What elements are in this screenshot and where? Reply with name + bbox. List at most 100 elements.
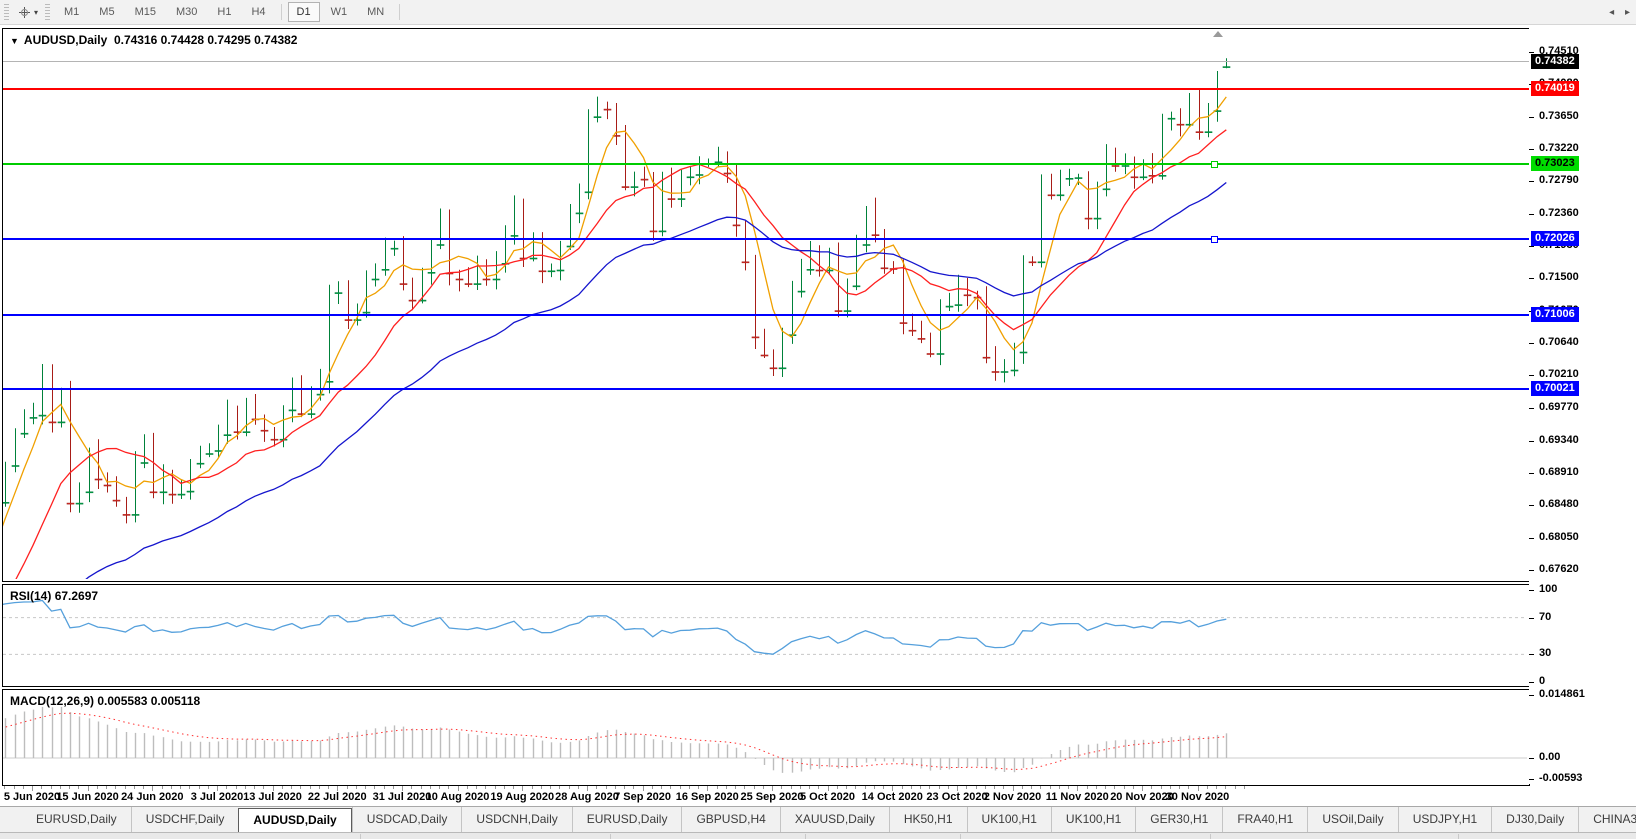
price-tick [1529, 569, 1534, 571]
date-tick [1124, 786, 1125, 789]
timeframe-button-MN[interactable]: MN [367, 6, 385, 18]
date-tick [522, 786, 523, 791]
date-tick [744, 786, 745, 789]
date-tick [855, 786, 856, 789]
price-label: 0.68050 [1539, 530, 1579, 543]
date-tick [208, 786, 209, 789]
chart-tab-USDCNH-Daily[interactable]: USDCNH,Daily [461, 807, 571, 832]
toolbar-separator [399, 4, 401, 20]
toolbar-separator [280, 4, 282, 20]
timeframe-button-M15[interactable]: M15 [134, 6, 156, 18]
timeframe-button-H1[interactable]: H1 [217, 6, 232, 18]
chart-tab-USOil-Daily[interactable]: USOil,Daily [1307, 807, 1397, 832]
chart-tab-EURUSD-Daily[interactable]: EURUSD,Daily [571, 807, 682, 832]
level-line-0.71006[interactable] [3, 314, 1529, 316]
chart-tab-AUDUSD-Daily[interactable]: AUDUSD,Daily [238, 808, 352, 832]
date-tick [23, 786, 24, 789]
toolbar-grip-2[interactable] [45, 4, 51, 20]
date-tick [291, 786, 292, 789]
chart-tab-UK100-H1[interactable]: UK100,H1 [1050, 807, 1135, 832]
chart-tab-GER30-H1[interactable]: GER30,H1 [1135, 807, 1222, 832]
price-tick [1529, 375, 1534, 377]
rsi-panel[interactable]: RSI(14) 67.2697 [2, 584, 1530, 687]
date-tick [652, 786, 653, 789]
chart-tab-USDCAD-Daily[interactable]: USDCAD,Daily [351, 807, 462, 832]
line-handle[interactable] [1211, 236, 1218, 243]
date-label: 11 Nov 2020 [1045, 791, 1109, 803]
chart-tab-UK100-H1[interactable]: UK100,H1 [966, 807, 1051, 832]
rsi-label: RSI(14) [10, 589, 52, 603]
date-tick [152, 786, 153, 791]
timeframe-button-D1[interactable]: D1 [287, 2, 320, 22]
date-tick [171, 786, 172, 789]
date-tick [199, 786, 200, 789]
date-label: 10 Aug 2020 [425, 791, 490, 803]
ma-line-1 [15, 129, 1227, 579]
cursor-tool-button[interactable]: ▾ [15, 4, 41, 21]
date-label: 3 Jul 2020 [190, 791, 244, 803]
level-line-0.74019[interactable] [3, 88, 1529, 90]
collapse-triangle-icon[interactable]: ▼ [10, 36, 19, 46]
status-separator [360, 834, 361, 839]
date-tick [948, 786, 949, 789]
price-badge-0.72026: 0.72026 [1531, 230, 1579, 246]
price-label: 0.69770 [1539, 401, 1579, 414]
price-label: 0.69340 [1539, 433, 1579, 446]
chart-tab-HK50-H1[interactable]: HK50,H1 [888, 807, 967, 832]
date-tick [439, 786, 440, 789]
date-tick [384, 786, 385, 789]
chart-tab-FRA40-H1[interactable]: FRA40,H1 [1222, 807, 1307, 832]
price-tick [1529, 213, 1534, 215]
date-tick [809, 786, 810, 789]
chart-tab-CHINA300-H1[interactable]: CHINA300,H1 [1578, 807, 1636, 832]
date-tick [828, 786, 829, 791]
line-handle[interactable] [1211, 161, 1218, 168]
date-label: 5 Jun 2020 [3, 791, 61, 803]
date-tick [735, 786, 736, 789]
timeframe-button-M30[interactable]: M30 [175, 6, 198, 18]
chart-tab-USDJPY-H1[interactable]: USDJPY,H1 [1397, 807, 1491, 832]
date-tick [707, 786, 708, 791]
chart-tab-GBPUSD-H4[interactable]: GBPUSD,H4 [681, 807, 779, 832]
price-label: 0.71500 [1539, 271, 1579, 284]
date-tick [374, 786, 375, 789]
macd-plot [3, 706, 1527, 773]
ohlc-values: 0.74316 0.74428 0.74295 0.74382 [113, 33, 298, 47]
rsi-axis-tick [1529, 654, 1534, 655]
timeframe-button-W1[interactable]: W1 [330, 6, 348, 18]
date-tick [106, 786, 107, 789]
date-tick [911, 786, 912, 789]
status-strip [0, 832, 1636, 839]
chart-tab-EURUSD-Daily[interactable]: EURUSD,Daily [36, 812, 117, 826]
tab-scroll-right-icon[interactable]: ▸ [1624, 7, 1630, 18]
chart-tab-USDCHF-Daily[interactable]: USDCHF,Daily [130, 807, 239, 832]
level-line-0.73023[interactable] [3, 163, 1529, 165]
price-axis[interactable]: 0.745100.740800.736500.732200.727900.723… [1529, 28, 1636, 784]
date-tick [356, 786, 357, 789]
rsi-axis-label: 0 [1539, 675, 1546, 687]
price-tick [1529, 440, 1534, 442]
rsi-value: 67.2697 [54, 589, 99, 603]
date-tick [689, 786, 690, 789]
chart-tab-DJ30-Daily[interactable]: DJ30,Daily [1491, 807, 1578, 832]
macd-signal-line [3, 712, 1227, 771]
macd-axis-tick [1529, 695, 1534, 696]
timeframe-button-M1[interactable]: M1 [64, 6, 80, 18]
tab-scroll-left-icon[interactable]: ◂ [1609, 7, 1615, 18]
date-tick [1188, 786, 1189, 789]
level-line-0.72026[interactable] [3, 238, 1529, 240]
date-axis[interactable]: 5 Jun 2020 15 Jun 2020 24 Jun 2020 3 Jul 20… [0, 786, 1636, 806]
timeframe-button-M5[interactable]: M5 [99, 6, 115, 18]
toolbar-grip[interactable] [4, 4, 9, 20]
date-tick [51, 786, 52, 789]
timeframe-button-H4[interactable]: H4 [251, 6, 266, 18]
chart-tab-XAUUSD-Daily[interactable]: XAUUSD,Daily [779, 807, 889, 832]
date-tick [14, 786, 15, 789]
level-line-0.70021[interactable] [3, 388, 1529, 390]
level-line-0.74382[interactable] [3, 61, 1529, 62]
chart-shift-marker-icon[interactable] [1213, 31, 1223, 37]
macd-values: 0.005583 0.005118 [97, 694, 201, 708]
crosshair-tool-icon [19, 6, 30, 18]
macd-panel[interactable]: MACD(12,26,9) 0.005583 0.005118 [2, 689, 1530, 786]
main-chart-panel[interactable]: ▼ AUDUSD,Daily 0.74316 0.74428 0.74295 0.… [2, 28, 1530, 582]
